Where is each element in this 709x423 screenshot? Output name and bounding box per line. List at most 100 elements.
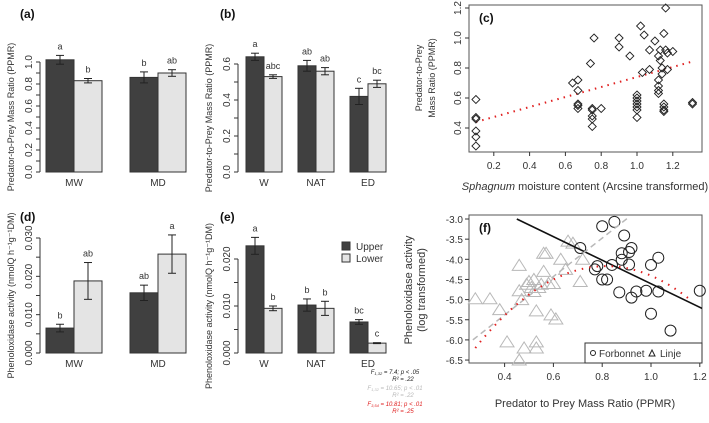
data-point-diamond (661, 3, 671, 13)
data-point-linje-triangle (467, 291, 484, 305)
data-point-linje-triangle (557, 262, 574, 275)
legend-label-linje: Linje (660, 349, 682, 360)
significance-letter: abc (266, 61, 281, 71)
data-point-forbonnet-circle (652, 251, 665, 264)
stat-r2: R² = .25 (392, 409, 414, 415)
data-point-diamond (587, 111, 597, 121)
legend-label-lower: Lower (356, 254, 384, 265)
bar-W-upper (245, 56, 265, 173)
y-tick-label: -4.5 (446, 275, 464, 286)
stat-df: 1,32 (371, 387, 380, 392)
bar-W-upper (245, 245, 265, 354)
data-point-linje-triangle (565, 236, 581, 249)
data-point-linje-triangle (491, 302, 508, 316)
data-point-forbonnet-circle (618, 229, 631, 242)
data-point-forbonnet-circle (608, 215, 621, 228)
y-tick-label: 0.020 (222, 246, 233, 271)
significance-letter: ab (139, 271, 149, 281)
y-tick-label: 0.010 (24, 302, 35, 327)
x-tick-label: 0.4 (498, 372, 512, 383)
stat-text: = 10.65; p < .01 (379, 386, 423, 392)
data-point-linje-triangle (499, 334, 515, 348)
y-tick-label: 1.0 (24, 55, 35, 69)
data-point-forbonnet-circle (615, 247, 628, 260)
data-point-linje-triangle (525, 272, 542, 285)
data-point-diamond (644, 45, 655, 55)
x-tick-label: 1.2 (693, 372, 707, 383)
bar-ED-upper (349, 95, 369, 173)
data-point-diamond (659, 28, 669, 39)
bar-NAT-upper (297, 65, 317, 173)
legend-box (584, 342, 703, 364)
data-point-diamond (587, 105, 597, 115)
regression-line-forbonnet (516, 218, 702, 310)
stat-r2: R² = .22 (392, 393, 414, 399)
panel-e: (e) 0.000 0.010 0.020 Phenoloxidase activity… (204, 210, 387, 389)
data-point-forbonnet-circle (623, 246, 636, 259)
x-category-label: NAT (306, 178, 325, 189)
data-point-forbonnet-circle (591, 260, 604, 273)
stat-text: = 10.81; p < .01 (379, 402, 423, 408)
x-category-label: NAT (306, 359, 325, 370)
data-point-linje-triangle (482, 291, 498, 305)
data-point-linje-triangle (543, 307, 559, 321)
significance-letter: b (322, 287, 327, 297)
data-point-diamond (632, 99, 642, 109)
panel-b: (b) 0.0 0.2 0.4 0.6 Predator-to-Prey Mass Rat… (204, 7, 387, 193)
data-point-linje-triangle (535, 246, 552, 259)
data-point-diamond (471, 114, 481, 124)
bar-W-lower (263, 76, 283, 173)
bar-NAT-upper (297, 304, 317, 354)
y-axis-label-line1: Predator-to-Prey (414, 44, 424, 111)
data-point-diamond (659, 105, 669, 115)
data-point-diamond (632, 102, 642, 112)
data-point-diamond (471, 126, 481, 136)
data-point-linje-triangle (528, 341, 545, 354)
y-tick-label: 1.0 (453, 31, 464, 45)
data-point-diamond (573, 75, 583, 85)
data-point-diamond (596, 103, 606, 114)
stat-r2: R² = .22 (392, 377, 414, 383)
y-tick-label: 0.6 (222, 57, 233, 71)
data-point-diamond (625, 51, 635, 61)
data-point-diamond (567, 78, 578, 88)
y-axis-label: Phenoloxidase activity (nmolQ h⁻¹g⁻¹DM) (204, 223, 214, 389)
y-tick-label: 0.030 (24, 225, 35, 250)
panel-label: (a) (20, 7, 35, 21)
x-axis-label-italic: Sphagnum (462, 181, 515, 193)
y-tick-label: 0.000 (222, 340, 233, 365)
data-point-diamond (659, 99, 669, 109)
y-axis-label: Predator-to-Prey Mass Ratio (PPMR) (204, 44, 214, 193)
y-axis-label: Predator-to-Prey Mass Ratio (PPMR) (6, 43, 16, 192)
bar-MW-lower (73, 80, 103, 173)
data-point-forbonnet-circle (652, 285, 665, 298)
data-point-forbonnet-circle (623, 258, 636, 271)
data-point-forbonnet-circle (664, 324, 677, 337)
stat-f: F (367, 386, 371, 392)
data-point-diamond (632, 105, 642, 115)
panel-c: (c) 0.2 0.4 0.6 0.8 1.0 1.2 0.4 0.6 0.8 1.0 1.2 Pred… (414, 1, 708, 193)
stat-line: F1,32 = 10.65; p < .01 (367, 386, 422, 392)
x-tick-label: 0.8 (595, 372, 609, 383)
bar-W-lower (263, 307, 283, 354)
data-point-linje-triangle (513, 292, 530, 306)
data-point-forbonnet-circle (613, 286, 626, 299)
significance-letter: bc (354, 306, 364, 316)
x-axis-label-rest: moisture content (Arcsine transformed) (515, 181, 708, 193)
significance-letter: b (141, 58, 146, 68)
significance-letter: a (252, 39, 257, 49)
legend-triangle-icon (648, 348, 656, 357)
data-point-diamond (471, 94, 481, 105)
data-point-forbonnet-circle (625, 242, 638, 255)
data-point-diamond (668, 46, 678, 57)
stat-df: 3,54 (371, 403, 380, 408)
data-point-diamond (632, 93, 642, 103)
data-point-diamond (653, 75, 664, 85)
data-point-linje-triangle (516, 341, 533, 354)
y-tick-label: -6.0 (446, 336, 464, 347)
data-point-diamond (653, 88, 664, 99)
data-point-diamond (662, 64, 673, 75)
data-point-forbonnet-circle (645, 258, 657, 271)
y-axis-label-line2: (log transformed) (416, 248, 428, 332)
data-point-forbonnet-circle (601, 273, 614, 286)
